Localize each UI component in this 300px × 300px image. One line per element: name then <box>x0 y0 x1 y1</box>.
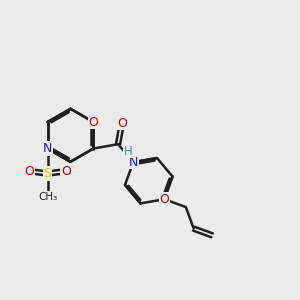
Text: O: O <box>159 193 169 206</box>
Text: O: O <box>24 165 34 178</box>
Text: CH₃: CH₃ <box>38 191 57 202</box>
Text: H: H <box>124 145 132 158</box>
Text: O: O <box>61 165 71 178</box>
Text: O: O <box>88 116 98 128</box>
Text: N: N <box>43 142 52 155</box>
Text: N: N <box>129 156 138 169</box>
Text: O: O <box>117 117 127 130</box>
Text: S: S <box>44 167 52 180</box>
